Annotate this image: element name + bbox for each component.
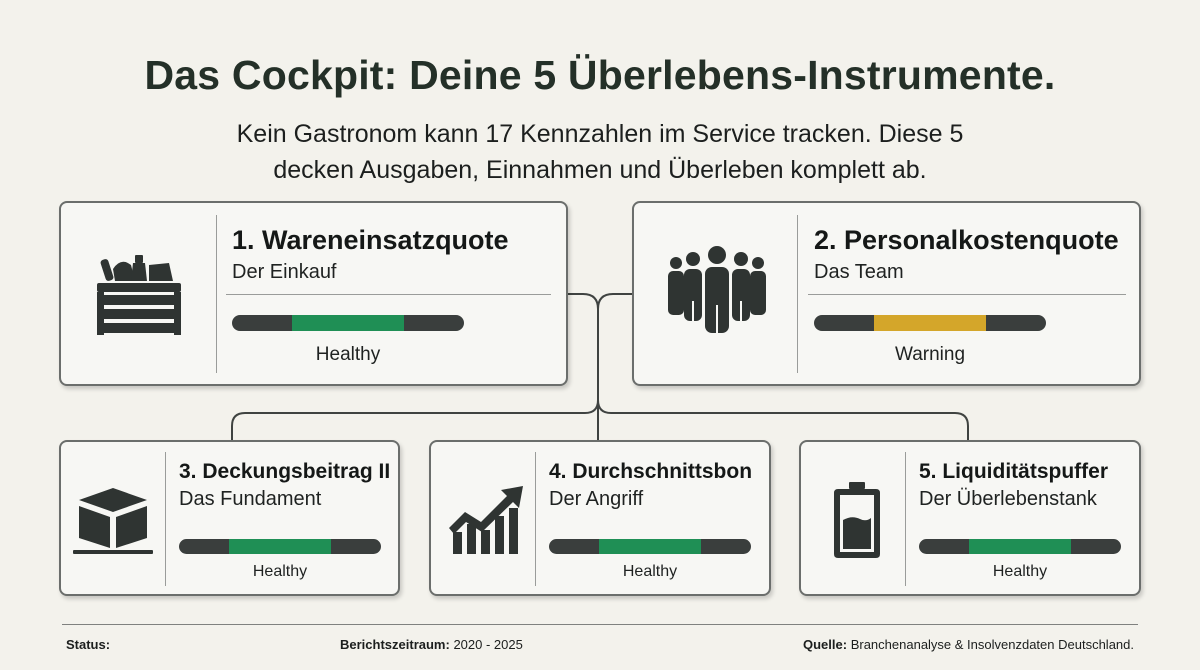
page-title: Das Cockpit: Deine 5 Überlebens-Instrume… xyxy=(144,52,1056,98)
card-title: 4. Durchschnittsbon xyxy=(549,460,753,483)
status-gauge xyxy=(232,315,464,331)
footer-period-label: Berichtszeitraum: xyxy=(340,637,450,652)
footer-status: Status: xyxy=(66,637,110,652)
card-subtitle: Das Fundament xyxy=(179,488,322,510)
footer-source-value: Branchenanalyse & Insolvenzdaten Deutsch… xyxy=(850,637,1134,652)
card-rule xyxy=(808,294,1126,295)
card-subtitle: Das Team xyxy=(814,261,904,283)
status-label: Healthy xyxy=(252,563,308,580)
card-rule xyxy=(226,294,551,295)
card-durchschnittsbon: 4. Durchschnittsbon Der Angriff Healthy xyxy=(429,440,771,596)
card-divider xyxy=(535,452,536,586)
status-label: Healthy xyxy=(315,344,381,365)
cube-icon xyxy=(71,482,155,558)
status-label: Warning xyxy=(894,344,966,365)
card-liquiditaetspuffer: 5. Liquiditätspuffer Der Überlebenstank … xyxy=(799,440,1141,596)
card-title: 2. Personalkostenquote xyxy=(814,225,1119,255)
status-gauge xyxy=(179,539,381,554)
card-title: 1. Wareneinsatzquote xyxy=(232,225,509,255)
card-subtitle: Der Überlebenstank xyxy=(919,488,1097,510)
battery-icon xyxy=(819,478,895,562)
footer-period: Berichtszeitraum: 2020 - 2025 xyxy=(340,637,523,652)
footer-status-label: Status: xyxy=(66,637,111,652)
card-title: 3. Deckungsbeitrag II xyxy=(179,460,391,483)
card-subtitle: Der Angriff xyxy=(549,488,644,510)
card-divider xyxy=(905,452,906,586)
footer-source: Quelle: Branchenanalyse & Insolvenzdaten… xyxy=(803,637,1134,652)
card-wareneinsatzquote: 1. Wareneinsatzquote Der Einkauf Healthy xyxy=(59,201,568,386)
crate-icon xyxy=(89,243,189,343)
footer-period-value: 2020 - 2025 xyxy=(453,637,523,652)
footer-divider xyxy=(62,624,1138,625)
team-icon xyxy=(662,243,772,343)
card-personalkostenquote: 2. Personalkostenquote Das Team Warning xyxy=(632,201,1141,386)
status-gauge xyxy=(814,315,1046,331)
card-subtitle: Der Einkauf xyxy=(232,261,337,283)
status-label: Healthy xyxy=(622,563,678,580)
page-subtitle: Kein Gastronom kann 17 Kennzahlen im Ser… xyxy=(236,120,964,184)
card-title: 5. Liquiditätspuffer xyxy=(919,460,1108,483)
trend-chart-icon xyxy=(445,482,529,558)
status-label: Healthy xyxy=(992,563,1048,580)
footer-source-label: Quelle: xyxy=(803,637,848,652)
card-divider xyxy=(165,452,166,586)
card-divider xyxy=(216,215,217,373)
card-divider xyxy=(797,215,798,373)
card-deckungsbeitrag: 3. Deckungsbeitrag II Das Fundament Heal… xyxy=(59,440,400,596)
status-gauge xyxy=(919,539,1121,554)
status-gauge xyxy=(549,539,751,554)
